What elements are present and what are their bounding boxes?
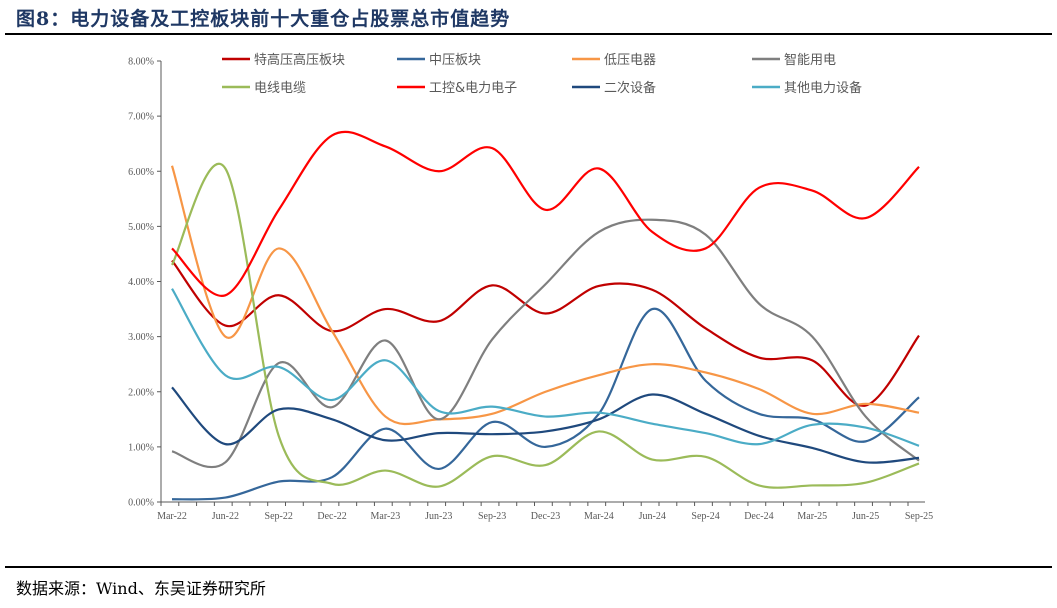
series-lines [170, 130, 920, 501]
series-line-1 [171, 307, 920, 501]
legend-item: 二次设备 [572, 80, 656, 96]
y-tick-label: 0.00% [128, 498, 154, 509]
legend-label: 智能用电 [784, 53, 836, 68]
legend-label: 低压电器 [604, 53, 656, 68]
legend-label: 二次设备 [604, 80, 656, 96]
x-tick-label: Dec-23 [531, 511, 560, 522]
series-line-2 [170, 165, 920, 426]
line-chart: 0.00% 1.00% 2.00% 3.00% 4.00% 5.00% 6.00% 7.00%… [128, 52, 933, 523]
x-tick-label: Sep-25 [905, 511, 933, 522]
x-tick-label: Dec-22 [317, 511, 346, 522]
source-note: 数据来源：Wind、东吴证券研究所 [16, 579, 266, 598]
x-tick-label: Mar-23 [371, 511, 401, 522]
legend-item: 其他电力设备 [752, 80, 862, 96]
axes: 0.00% 1.00% 2.00% 3.00% 4.00% 5.00% 6.00% 7.00%… [128, 57, 933, 523]
x-tick-label: Jun-25 [852, 511, 879, 522]
legend-item: 工控&电力电子 [397, 81, 517, 96]
y-tick-label: 3.00% [128, 332, 154, 343]
x-tick-label: Mar-25 [797, 511, 827, 522]
legend-label: 工控&电力电子 [429, 81, 517, 96]
figure-title: 图8：电力设备及工控板块前十大重仓占股票总市值趋势 [16, 8, 511, 30]
y-tick-label: 2.00% [128, 387, 154, 398]
x-tick-label: Sep-23 [478, 511, 506, 522]
y-tick-label: 6.00% [128, 167, 154, 178]
x-tick-label: Sep-22 [265, 511, 293, 522]
series-line-5 [171, 130, 920, 297]
x-tick-label: Jun-23 [425, 511, 452, 522]
series-line-4 [171, 163, 920, 489]
y-tick-label: 4.00% [128, 277, 154, 288]
series-line-0 [171, 259, 920, 407]
x-tick-label: Sep-24 [691, 511, 719, 522]
legend-item: 低压电器 [572, 53, 656, 68]
y-tick-label: 1.00% [128, 442, 154, 453]
y-tick-label: 8.00% [128, 57, 154, 68]
x-tick-label: Mar-22 [157, 511, 187, 522]
legend-item: 特高压高压板块 [222, 52, 345, 68]
legend-label: 电线电缆 [254, 80, 306, 96]
series-line-7 [171, 288, 920, 447]
x-tick-label: Jun-22 [212, 511, 239, 522]
series-line-6 [171, 386, 920, 464]
legend-item: 电线电缆 [222, 80, 306, 96]
legend-item: 智能用电 [752, 53, 836, 68]
legend-item: 中压板块 [397, 53, 481, 68]
x-tick-label: Mar-24 [584, 511, 614, 522]
source-divider [5, 566, 1052, 568]
legend-label: 中压板块 [429, 53, 481, 68]
y-tick-label: 5.00% [128, 222, 154, 233]
series-line-3 [171, 218, 920, 469]
legend-label: 其他电力设备 [784, 80, 862, 96]
title-divider [5, 33, 1052, 35]
legend-label: 特高压高压板块 [254, 52, 345, 68]
x-tick-label: Dec-24 [744, 511, 773, 522]
x-tick-label: Jun-24 [639, 511, 666, 522]
y-tick-label: 7.00% [128, 112, 154, 123]
